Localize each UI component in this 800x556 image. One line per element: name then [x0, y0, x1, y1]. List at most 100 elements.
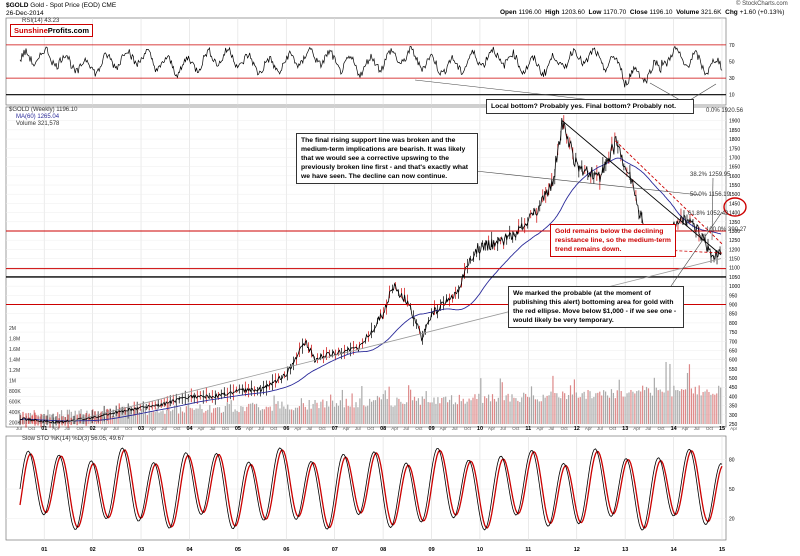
volume-bar [314, 400, 316, 424]
volume-bar [460, 401, 462, 424]
volume-bar [692, 393, 694, 424]
year-tick-label: 05 [235, 547, 241, 553]
volume-bar [41, 414, 43, 424]
volume-bar [686, 372, 689, 424]
volume-bar [501, 382, 503, 424]
volume-tick-label: 400K [9, 410, 21, 416]
volume-bar [74, 410, 76, 424]
volume-bar [213, 408, 215, 424]
volume-bar [80, 409, 82, 424]
volume-bar [345, 398, 347, 424]
volume-bar [585, 398, 587, 424]
volume-bar [626, 393, 628, 424]
volume-bar [176, 404, 178, 424]
volume-bar [638, 390, 640, 424]
volume-bar [449, 399, 451, 424]
volume-bar [283, 406, 285, 424]
volume-bar [238, 412, 240, 424]
volume-tick-label: 1.4M [9, 358, 20, 364]
volume-bar [716, 393, 718, 424]
volume-bar [589, 391, 591, 424]
volume-bar [519, 402, 521, 424]
volume-bar [413, 396, 416, 424]
price-tick-label: 500 [729, 376, 738, 382]
month-tick-label: Apr [682, 426, 690, 431]
volume-bar [209, 405, 211, 424]
volume-bar [177, 413, 180, 424]
volume-bar [480, 378, 482, 424]
rsi-legend: RSI(14) 43.23 [22, 18, 60, 24]
volume-bar [179, 407, 182, 424]
volume-bar [359, 398, 361, 424]
chart-date: 26-Dec-2014 [6, 10, 44, 17]
month-tick-label: Jul [355, 426, 361, 431]
volume-bar [316, 402, 318, 424]
volume-bar [113, 416, 115, 424]
volume-bar [603, 390, 605, 424]
month-tick-label: Jul [694, 426, 700, 431]
price-tick-label: 950 [729, 293, 738, 299]
month-tick-label: Jul [64, 426, 70, 431]
volume-bar [472, 397, 474, 424]
volume-bar [279, 408, 281, 424]
year-tick-label: 09 [429, 547, 435, 553]
month-tick-label: Oct [609, 426, 617, 431]
volume-bar [720, 387, 722, 424]
volume-bar [700, 395, 702, 424]
volume-bar [273, 395, 275, 424]
volume-bar [521, 397, 523, 424]
volume-bar [677, 390, 679, 424]
price-tick-label: 300 [729, 413, 738, 419]
volume-bar [121, 407, 123, 424]
volume-bar [185, 406, 187, 424]
price-tick-label: 1300 [729, 229, 740, 235]
volume-bar [220, 412, 223, 424]
volume-bar [505, 395, 507, 424]
volume-bar [119, 407, 121, 424]
volume-bar [443, 397, 445, 424]
volume-bar [491, 394, 494, 424]
volume-bar [458, 394, 460, 424]
price-tick-label: 1700 [729, 155, 740, 161]
volume-bar [657, 390, 659, 424]
volume-bar [242, 406, 244, 424]
volume-bar [431, 402, 433, 424]
volume-bar [437, 397, 439, 424]
rsi-tick-label: 10 [729, 93, 735, 99]
brand-logo: SunshineProfits.com [10, 24, 94, 37]
volume-bar [634, 393, 636, 424]
volume-bar [673, 385, 675, 424]
volume-bar [540, 401, 542, 424]
volume-bar [571, 394, 574, 424]
volume-bar [62, 415, 65, 424]
volume-bar [232, 411, 234, 424]
volume-bar [683, 389, 685, 424]
price-tick-label: 350 [729, 404, 738, 410]
month-tick-label: Oct [173, 426, 181, 431]
year-tick-label: 15 [719, 547, 725, 553]
volume-bar [374, 400, 377, 424]
year-tick-label: 09 [429, 426, 435, 432]
volume-bar [544, 397, 546, 424]
year-tick-label: 05 [235, 426, 241, 432]
fib-label: 50.0% 1156.19 [690, 192, 730, 198]
volume-bar [240, 406, 242, 424]
volume-bar [669, 363, 671, 424]
volume-bar [191, 408, 193, 424]
volume-bar [497, 397, 499, 424]
volume-bar [170, 411, 172, 424]
volume-bar [98, 414, 100, 424]
volume-bar [332, 400, 334, 424]
month-tick-label: Apr [149, 426, 157, 431]
volume-bar [255, 403, 258, 424]
volume-bar [622, 396, 624, 424]
year-tick-label: 12 [574, 426, 580, 432]
volume-bar [528, 397, 531, 424]
volume-bar [599, 391, 601, 424]
volume-bar [160, 411, 162, 424]
volume-bar [154, 411, 156, 424]
volume-bar [271, 410, 273, 424]
volume-bar [435, 403, 437, 424]
volume-bar [47, 409, 49, 424]
volume-bar [640, 391, 642, 424]
